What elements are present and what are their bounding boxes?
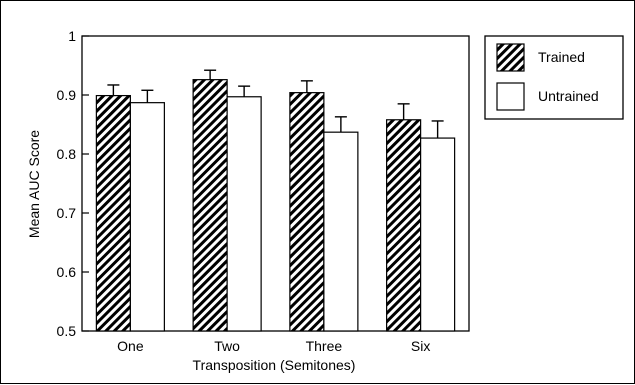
bar-untrained: [226, 96, 262, 332]
legend-swatch-trained: [496, 43, 525, 72]
bars-layer: [95, 69, 456, 332]
bar-untrained: [323, 131, 359, 332]
y-tick-label: 1: [68, 28, 76, 44]
x-tick-label: Two: [214, 338, 240, 354]
bar-trained: [95, 94, 131, 332]
x-tick-label: Three: [306, 338, 343, 354]
x-axis: One Two Three Six: [117, 338, 430, 354]
y-tick-label: 0.6: [57, 264, 77, 280]
bar-untrained: [129, 102, 165, 332]
bar-untrained: [420, 137, 456, 332]
y-tick-label: 0.7: [57, 205, 77, 221]
bar-trained: [386, 119, 422, 332]
x-tick-label: Six: [411, 338, 430, 354]
legend-swatch-untrained: [496, 82, 525, 111]
plot-area: [81, 35, 470, 332]
legend: Trained Untrained: [484, 35, 624, 120]
x-tick-label: One: [117, 338, 144, 354]
y-tick-label: 0.5: [57, 323, 77, 339]
legend-label-untrained: Untrained: [538, 88, 599, 104]
legend-label-trained: Trained: [538, 49, 585, 65]
y-tick-label: 0.9: [57, 87, 77, 103]
bar-trained: [289, 92, 325, 332]
y-tick-label: 0.8: [57, 146, 77, 162]
x-axis-title: Transposition (Semitones): [193, 357, 356, 373]
bar-trained: [192, 79, 228, 332]
y-axis: 0.5 0.6 0.7 0.8 0.9 1: [57, 28, 89, 339]
y-axis-title: Mean AUC Score: [26, 130, 42, 238]
